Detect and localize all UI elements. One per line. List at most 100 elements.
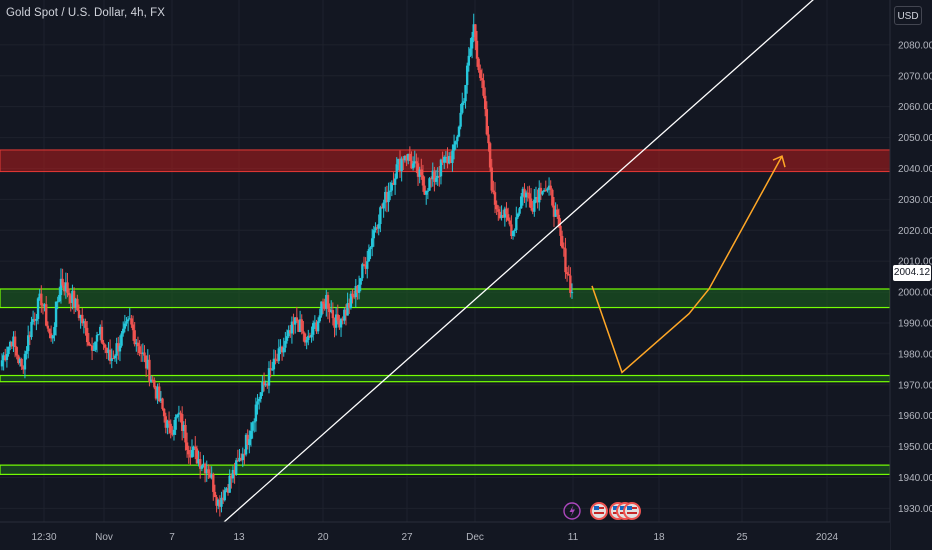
candle-body: [498, 211, 502, 219]
candle-body: [212, 474, 215, 492]
candle-body: [128, 318, 131, 320]
candle-body: [461, 102, 464, 113]
candle-body: [526, 192, 529, 194]
candle-body: [102, 342, 105, 345]
candle-body: [12, 336, 15, 347]
price-tick-label: 1940.00: [898, 473, 932, 484]
candle-body: [130, 318, 133, 325]
candle-body: [451, 150, 454, 163]
candle-body: [339, 318, 343, 328]
candle-body: [533, 199, 536, 212]
candle-body: [28, 335, 32, 338]
candle-body: [174, 416, 177, 430]
candle-body: [285, 336, 289, 341]
projection-line[interactable]: [591, 155, 783, 374]
lightning-event-icon[interactable]: [563, 502, 581, 520]
candle-body: [95, 335, 99, 342]
price-tick-label: 2050.00: [898, 133, 932, 144]
candle-body: [321, 301, 325, 304]
candle-body: [58, 294, 61, 302]
us-flag-event-icon[interactable]: [623, 502, 641, 520]
candle-body: [341, 318, 344, 321]
projection-path[interactable]: [591, 155, 786, 374]
candle-body: [372, 230, 376, 239]
candle-body: [107, 349, 110, 353]
candle-body: [179, 412, 182, 414]
candle-body: [233, 469, 236, 475]
candle-body: [223, 490, 226, 501]
candle-body: [187, 450, 190, 455]
time-tick-label: 13: [233, 532, 245, 543]
candle-body: [385, 191, 389, 203]
candle-body: [169, 423, 172, 433]
candle-body: [140, 352, 143, 354]
flag-stripe: [594, 512, 604, 514]
candle-body: [22, 366, 25, 370]
candle-body: [176, 414, 179, 417]
candle-body: [64, 282, 68, 292]
candle-body: [221, 497, 225, 501]
candle-body: [315, 322, 318, 332]
support-zone-1[interactable]: [0, 288, 891, 309]
candle-body: [45, 304, 48, 326]
candle-body: [503, 208, 507, 218]
candle-body: [375, 227, 379, 229]
candle-body: [475, 40, 479, 59]
candle-body: [141, 352, 145, 354]
support-zone-2[interactable]: [0, 374, 891, 383]
time-axis[interactable]: 12:30 Nov 7 13 20 27 Dec 11 18 25 2024: [0, 521, 890, 550]
candle-body: [105, 347, 109, 353]
candle-body: [74, 298, 77, 308]
candle-body: [529, 198, 533, 208]
us-flag-event-icon[interactable]: [590, 502, 608, 520]
ascending-trendline[interactable]: [214, 0, 832, 531]
candle-body: [31, 319, 35, 322]
candle-body: [474, 24, 477, 41]
candle-body: [36, 298, 40, 319]
candle-body: [398, 158, 402, 172]
economic-events: [563, 502, 641, 520]
lightning-glyph: [569, 505, 575, 517]
candle-body: [380, 207, 384, 209]
candle-body: [520, 196, 523, 209]
candle-body: [549, 185, 552, 190]
candle-body: [287, 330, 290, 337]
candle-body: [452, 144, 456, 151]
price-tick-label: 2000.00: [898, 288, 932, 299]
candle-body: [515, 217, 518, 230]
currency-button[interactable]: USD: [894, 6, 922, 25]
candle-body: [328, 308, 331, 313]
candle-body: [59, 278, 63, 295]
time-tick-label: 12:30: [31, 532, 56, 543]
candle-body: [443, 156, 446, 163]
candle-body: [351, 293, 354, 297]
candle-body: [184, 425, 187, 443]
candle-body: [426, 190, 430, 192]
candle-body: [100, 326, 104, 343]
candle-body: [4, 355, 7, 360]
candle-body: [226, 488, 230, 493]
candle-body: [521, 188, 525, 197]
trendline[interactable]: [214, 0, 832, 531]
candle-body: [570, 292, 574, 294]
candle-body: [76, 298, 79, 311]
candle-body: [374, 227, 377, 231]
candle-body: [305, 339, 308, 343]
candle-body: [567, 273, 570, 276]
candle-body: [280, 346, 284, 353]
candlesticks: [0, 13, 574, 517]
candle-body: [251, 422, 254, 431]
price-tick-label: 1970.00: [898, 380, 932, 391]
support-zone-3[interactable]: [0, 464, 891, 475]
candle-body: [485, 109, 489, 135]
candle-body: [542, 190, 546, 192]
candle-body: [446, 156, 449, 164]
candle-body: [295, 317, 299, 321]
candle-body: [177, 412, 181, 415]
candle-body: [449, 156, 452, 163]
candle-body: [457, 126, 461, 137]
candle-body: [364, 265, 367, 269]
candle-body: [367, 249, 371, 262]
candle-body: [348, 303, 351, 309]
